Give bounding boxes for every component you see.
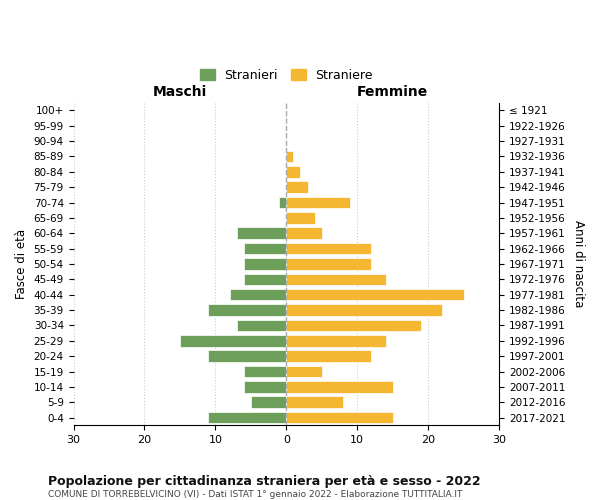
Bar: [286, 381, 392, 392]
Bar: [286, 320, 421, 331]
Bar: [286, 228, 322, 239]
Y-axis label: Anni di nascita: Anni di nascita: [572, 220, 585, 308]
Bar: [286, 196, 350, 208]
Bar: [286, 212, 314, 224]
Bar: [244, 258, 286, 270]
Text: Femmine: Femmine: [357, 86, 428, 100]
Bar: [208, 412, 286, 424]
Text: Maschi: Maschi: [153, 86, 207, 100]
Bar: [286, 366, 322, 378]
Bar: [286, 182, 308, 193]
Bar: [236, 320, 286, 331]
Bar: [244, 366, 286, 378]
Bar: [286, 150, 293, 162]
Bar: [208, 350, 286, 362]
Bar: [180, 335, 286, 346]
Bar: [286, 243, 371, 254]
Text: COMUNE DI TORREBELVICINO (VI) - Dati ISTAT 1° gennaio 2022 - Elaborazione TUTTIT: COMUNE DI TORREBELVICINO (VI) - Dati IST…: [48, 490, 463, 499]
Bar: [286, 350, 371, 362]
Text: Popolazione per cittadinanza straniera per età e sesso - 2022: Popolazione per cittadinanza straniera p…: [48, 474, 481, 488]
Bar: [251, 396, 286, 408]
Bar: [286, 396, 343, 408]
Bar: [286, 274, 386, 285]
Legend: Stranieri, Straniere: Stranieri, Straniere: [194, 64, 378, 86]
Bar: [286, 335, 386, 346]
Bar: [279, 196, 286, 208]
Bar: [286, 258, 371, 270]
Bar: [244, 381, 286, 392]
Bar: [286, 166, 301, 177]
Bar: [236, 228, 286, 239]
Bar: [286, 412, 392, 424]
Y-axis label: Fasce di età: Fasce di età: [15, 229, 28, 299]
Bar: [286, 289, 464, 300]
Bar: [244, 243, 286, 254]
Bar: [230, 289, 286, 300]
Bar: [286, 304, 442, 316]
Bar: [208, 304, 286, 316]
Bar: [244, 274, 286, 285]
